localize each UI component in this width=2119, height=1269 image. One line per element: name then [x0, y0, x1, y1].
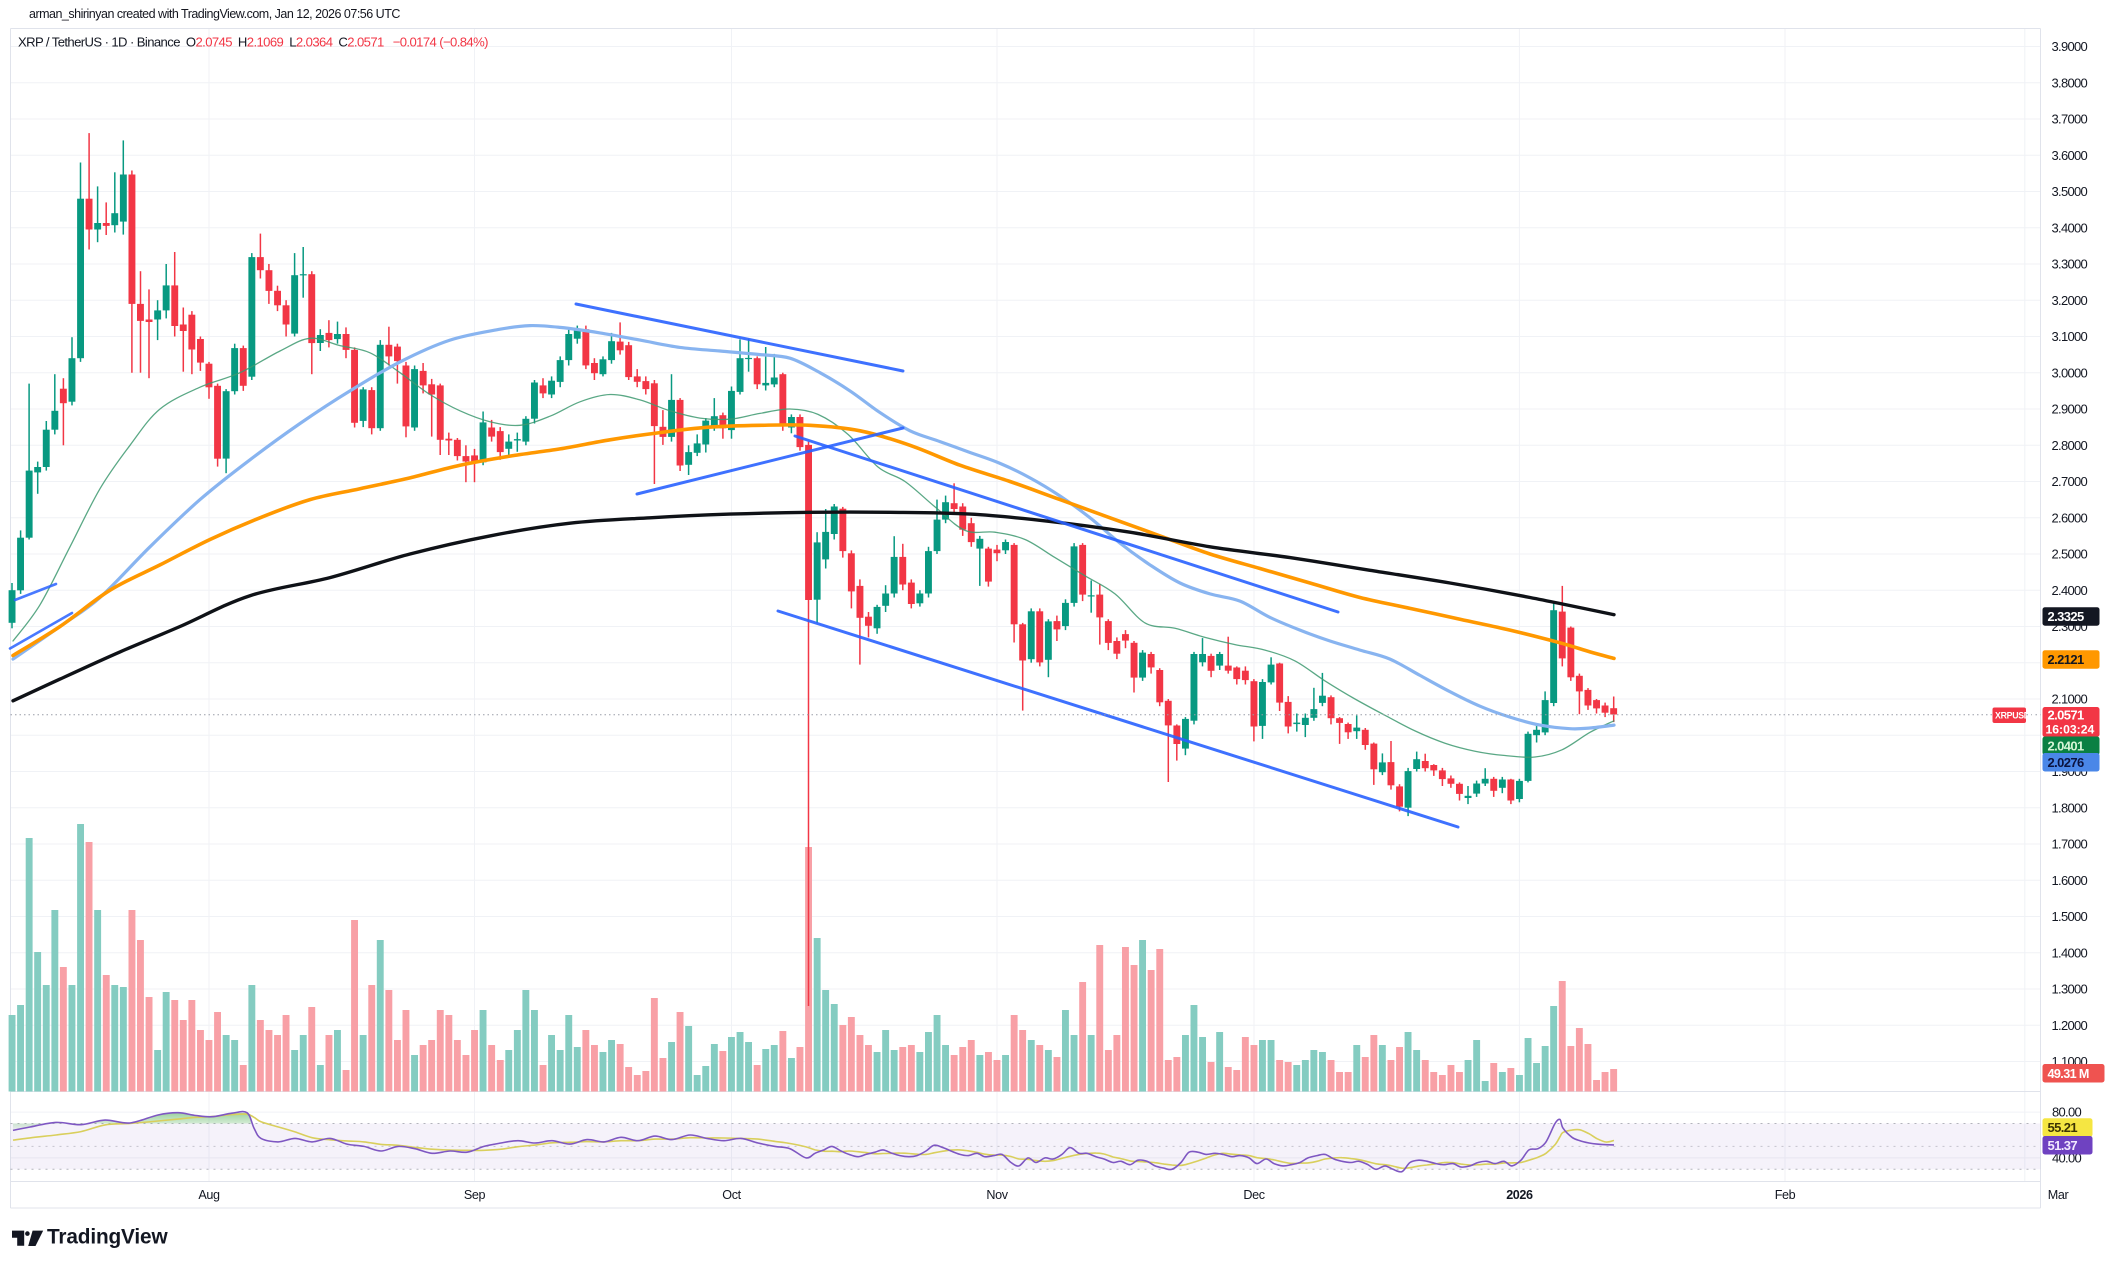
svg-text:2.0401: 2.0401 [2048, 738, 2085, 753]
svg-text:3.4000: 3.4000 [2052, 220, 2088, 235]
svg-text:Oct: Oct [722, 1188, 741, 1202]
svg-text:Mar: Mar [2048, 1188, 2069, 1202]
svg-text:2.6000: 2.6000 [2052, 510, 2088, 525]
svg-text:1.4000: 1.4000 [2052, 945, 2088, 960]
svg-text:1.7000: 1.7000 [2052, 837, 2088, 852]
svg-text:1.3000: 1.3000 [2052, 982, 2088, 997]
svg-text:TradingView: TradingView [47, 1226, 168, 1249]
svg-text:1.8000: 1.8000 [2052, 800, 2088, 815]
svg-text:55.21: 55.21 [2048, 1120, 2078, 1135]
svg-text:1.5000: 1.5000 [2052, 909, 2088, 924]
svg-text:51.37: 51.37 [2048, 1138, 2078, 1153]
svg-text:Nov: Nov [986, 1188, 1008, 1202]
svg-text:2026: 2026 [1506, 1188, 1533, 1202]
svg-text:2.0571: 2.0571 [2048, 708, 2085, 723]
svg-text:16:03:24: 16:03:24 [2046, 723, 2095, 737]
svg-text:2.3325: 2.3325 [2048, 609, 2085, 624]
svg-text:3.1000: 3.1000 [2052, 329, 2088, 344]
svg-text:3.7000: 3.7000 [2052, 112, 2088, 127]
svg-text:3.6000: 3.6000 [2052, 148, 2088, 163]
svg-text:Aug: Aug [198, 1188, 220, 1202]
svg-text:3.3000: 3.3000 [2052, 257, 2088, 272]
svg-text:3.8000: 3.8000 [2052, 75, 2088, 90]
svg-text:Sep: Sep [464, 1188, 486, 1202]
svg-text:80.00: 80.00 [2052, 1105, 2082, 1120]
svg-text:3.9000: 3.9000 [2052, 39, 2088, 54]
svg-text:2.5000: 2.5000 [2052, 547, 2088, 562]
svg-text:3.0000: 3.0000 [2052, 365, 2088, 380]
svg-text:49.31 M: 49.31 M [2048, 1067, 2089, 1081]
svg-text:2.1000: 2.1000 [2052, 692, 2088, 707]
svg-text:2.2121: 2.2121 [2048, 652, 2085, 667]
svg-text:2.9000: 2.9000 [2052, 402, 2088, 417]
svg-text:1.6000: 1.6000 [2052, 873, 2088, 888]
svg-text:Feb: Feb [1775, 1188, 1796, 1202]
svg-text:arman_shirinyan created with T: arman_shirinyan created with TradingView… [29, 7, 400, 21]
svg-text:2.4000: 2.4000 [2052, 583, 2088, 598]
svg-text:1.2000: 1.2000 [2052, 1018, 2088, 1033]
svg-text:2.0276: 2.0276 [2048, 755, 2085, 770]
svg-text:XRPUSDT: XRPUSDT [1995, 711, 2036, 721]
svg-text:Dec: Dec [1243, 1188, 1264, 1202]
svg-text:3.5000: 3.5000 [2052, 184, 2088, 199]
svg-text:2.7000: 2.7000 [2052, 474, 2088, 489]
svg-text:3.2000: 3.2000 [2052, 293, 2088, 308]
svg-text:2.8000: 2.8000 [2052, 438, 2088, 453]
